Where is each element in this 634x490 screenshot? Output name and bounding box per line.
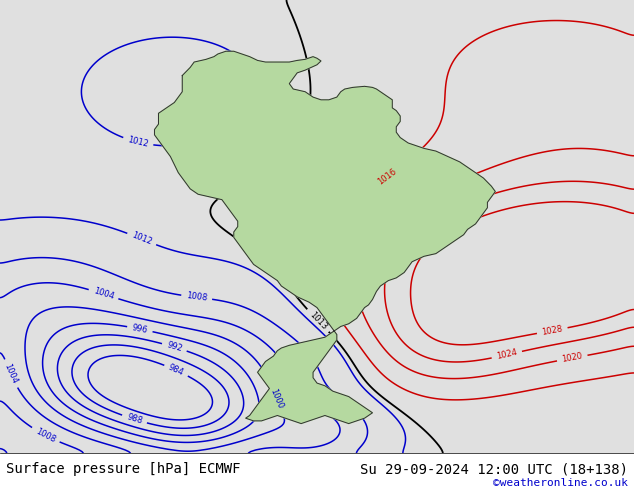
- Text: 988: 988: [126, 413, 143, 426]
- Text: 984: 984: [167, 363, 185, 378]
- Text: 1028: 1028: [541, 324, 564, 337]
- Text: 1020: 1020: [561, 352, 583, 365]
- Text: 1013: 1013: [307, 310, 328, 331]
- Text: 1008: 1008: [34, 426, 57, 444]
- Text: 1024: 1024: [496, 348, 518, 362]
- Text: 1012: 1012: [127, 135, 150, 149]
- Text: 1012: 1012: [130, 231, 153, 247]
- Text: 1004: 1004: [92, 287, 115, 301]
- Text: ©weatheronline.co.uk: ©weatheronline.co.uk: [493, 478, 628, 488]
- Text: 1004: 1004: [3, 362, 19, 385]
- Text: 992: 992: [165, 341, 183, 354]
- Text: 996: 996: [131, 323, 148, 335]
- Text: 1000: 1000: [268, 387, 284, 410]
- Text: Surface pressure [hPa] ECMWF: Surface pressure [hPa] ECMWF: [6, 463, 241, 476]
- Text: Su 29-09-2024 12:00 UTC (18+138): Su 29-09-2024 12:00 UTC (18+138): [359, 463, 628, 476]
- Polygon shape: [155, 51, 495, 423]
- Text: 1008: 1008: [186, 292, 208, 303]
- Text: 1016: 1016: [376, 167, 398, 186]
